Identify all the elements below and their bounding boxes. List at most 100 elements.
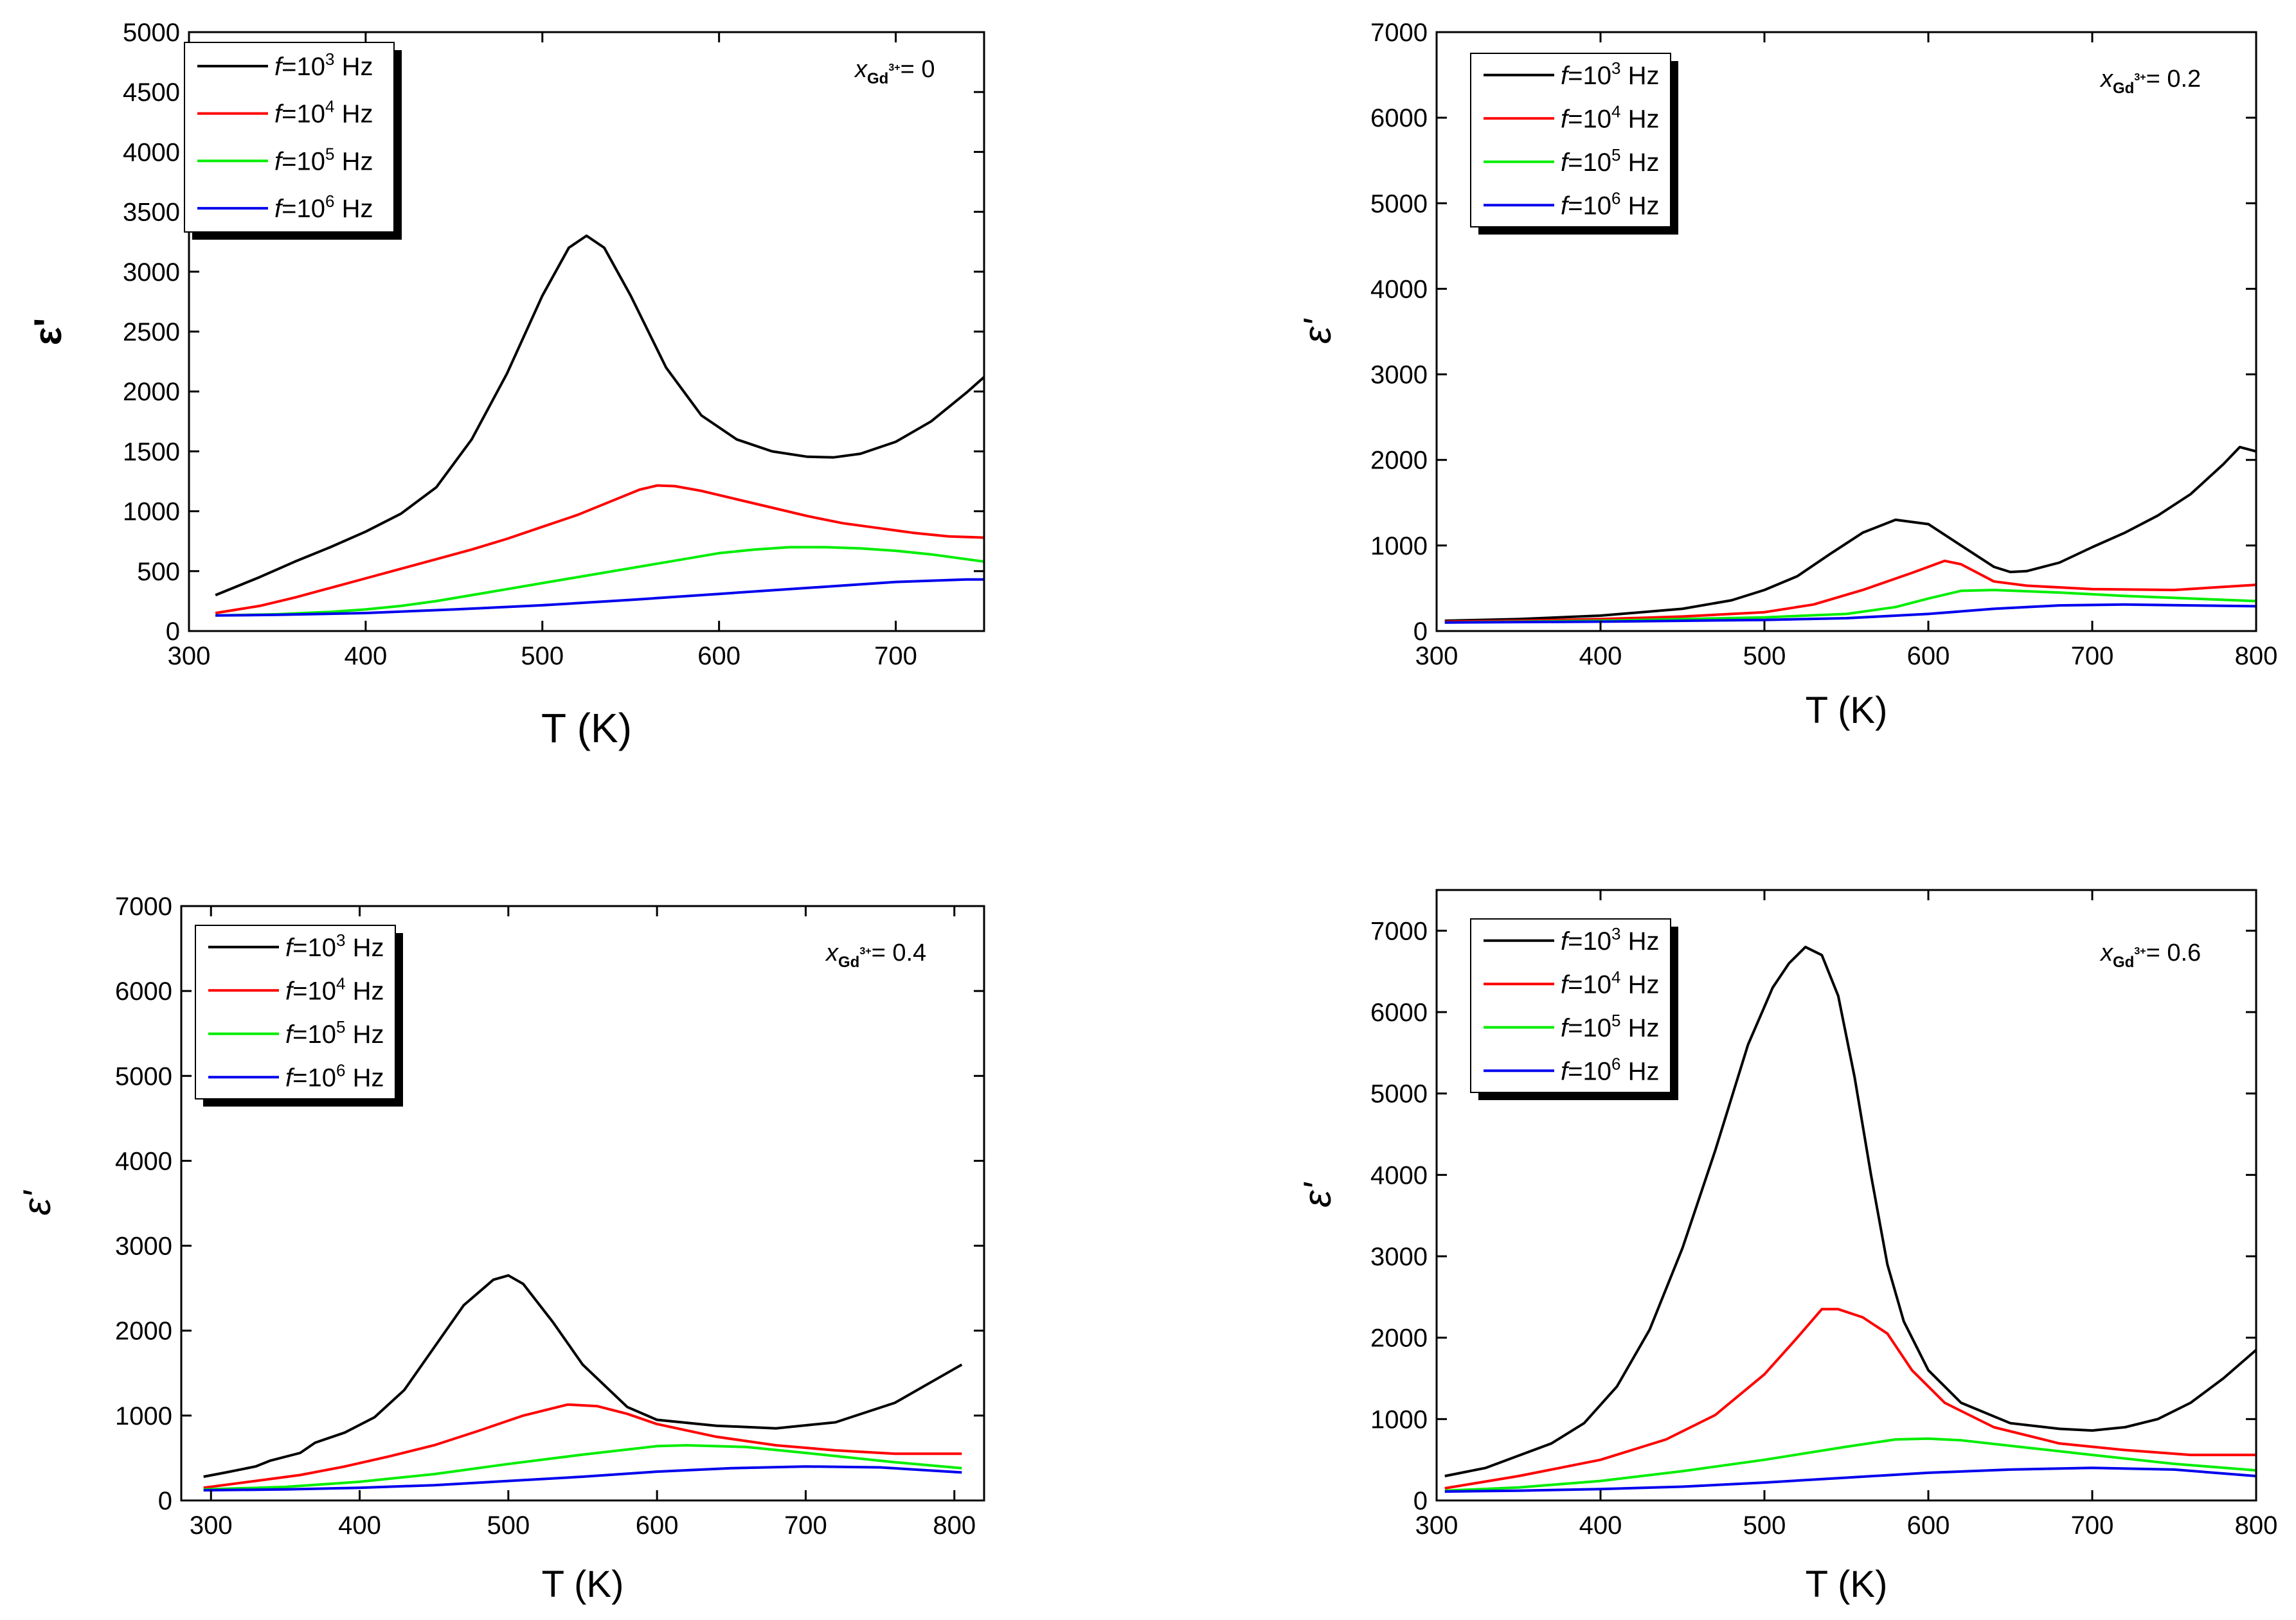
legend: f=103 Hz f=104 Hz f=105 Hz f=106 Hz [195,925,403,1107]
y-tick-label: 2000 [115,1317,172,1346]
y-tick-label: 4000 [123,138,180,166]
y-tick-label: 3500 [123,199,180,227]
series-line-1 [215,484,984,614]
series-line-3 [203,1465,962,1492]
x-axis-label: T (K) [1806,1563,1888,1605]
x-tick-label: 300 [1415,1511,1458,1540]
y-tick-label: 2000 [123,378,180,406]
y-tick-label: 1000 [1370,532,1428,560]
x-axis-label: T (K) [542,1563,624,1605]
series-line-2 [203,1444,962,1491]
series-line-2 [1444,589,2256,624]
legend-label-3: f=106 Hz [1561,1054,1659,1085]
x-tick-label: 600 [636,1511,679,1540]
legend: f=103 Hz f=104 Hz f=105 Hz f=106 Hz [184,42,402,240]
series-group [1444,445,2256,624]
series-group [1444,945,2256,1493]
y-tick-label: 5000 [1370,190,1428,218]
series-line-0 [1444,445,2256,622]
y-axis-label: ε' [15,1189,58,1215]
y-tick-label: 6000 [1370,999,1428,1027]
legend-label-1: f=104 Hz [285,974,384,1005]
legend-label-2: f=105 Hz [1561,145,1659,177]
chart-panel-c: 300 400 500 600 700 800 0 1000 2000 3000 4000 5000 6… [15,893,985,1605]
x-tick-label: 700 [784,1511,827,1540]
y-tick-label: 0 [1413,1487,1428,1515]
x-tick-label: 500 [487,1511,530,1540]
legend-label-3: f=106 Hz [274,191,373,223]
legend: f=103 Hz f=104 Hz f=105 Hz f=106 Hz [1470,918,1678,1100]
legend-label-1: f=104 Hz [1561,967,1659,999]
y-tick-label: 5000 [115,1062,172,1090]
y-tick-label: 5000 [1370,1080,1428,1108]
x-tick-label: 300 [190,1511,233,1540]
series-line-1 [203,1403,962,1490]
axes-frame [180,905,985,1502]
y-tick-label: 1000 [1370,1405,1428,1434]
series-line-1 [1444,1308,2256,1490]
x-tick-label: 800 [2235,1511,2278,1540]
legend-box [1470,53,1671,227]
x-axis-label: T (K) [1806,690,1888,731]
x-tick-label: 500 [521,642,564,670]
y-tick-label: 3000 [123,258,180,287]
x-tick-label: 400 [338,1511,381,1540]
sample-annotation: xGd3+= 0.4 [825,939,926,971]
series-line-2 [215,546,984,617]
legend-label-0: f=103 Hz [285,930,384,962]
axes-frame [1435,31,2257,632]
legend-label-2: f=105 Hz [285,1017,384,1049]
chart-panel-a: 300 400 500 600 700 0 500 1000 1500 2000 2500 3000 3… [26,19,985,751]
y-tick-label: 1000 [115,1402,172,1430]
series-line-0 [203,1274,963,1478]
y-axis-label: ε' [26,318,69,346]
series-line-3 [1444,1466,2256,1493]
x-tick-label: 400 [1579,642,1622,670]
legend-box [1470,918,1671,1093]
y-tick-label: 0 [166,618,180,646]
x-tick-label: 700 [2071,1511,2114,1540]
legend-label-0: f=103 Hz [274,49,373,81]
y-tick-label: 3000 [1370,361,1428,389]
legend-label-1: f=104 Hz [274,97,373,129]
x-tick-label: 800 [2235,642,2278,670]
y-tick-label: 1000 [123,498,180,526]
x-tick-label: 600 [1907,1511,1950,1540]
y-tick-label: 2000 [1370,447,1428,475]
series-line-0 [215,234,984,596]
series-line-2 [1444,1437,2256,1492]
x-tick-label: 800 [933,1511,976,1540]
x-tick-label: 500 [1743,1511,1786,1540]
series-group [203,1274,963,1492]
x-tick-label: 600 [1907,642,1950,670]
y-tick-label: 2000 [1370,1324,1428,1353]
legend-label-0: f=103 Hz [1561,924,1659,956]
y-tick-label: 6000 [115,977,172,1006]
y-tick-label: 7000 [1370,19,1428,47]
series-line-0 [1444,945,2256,1477]
y-tick-label: 500 [137,558,180,586]
legend-label-2: f=105 Hz [274,144,373,175]
y-axis-label: ε' [1296,318,1339,344]
y-tick-label: 7000 [115,893,172,921]
legend-box [195,925,396,1099]
y-tick-label: 5000 [123,19,180,47]
legend-label-1: f=104 Hz [1561,102,1659,133]
legend-box [184,42,395,233]
x-tick-label: 500 [1743,642,1786,670]
y-tick-label: 2500 [123,318,180,346]
y-tick-label: 1500 [123,438,180,466]
series-line-1 [1444,559,2256,623]
x-tick-label: 300 [168,642,211,670]
legend-label-2: f=105 Hz [1561,1011,1659,1042]
x-tick-label: 600 [697,642,740,670]
chart-panel-d: 300 400 500 600 700 800 0 1000 2000 3000 4000 5000 6… [1296,889,2278,1605]
y-axis-label: ε' [1296,1182,1339,1207]
x-tick-label: 400 [1579,1511,1622,1540]
y-tick-label: 7000 [1370,917,1428,945]
y-tick-label: 6000 [1370,104,1428,132]
y-tick-label: 4500 [123,78,180,107]
y-tick-label: 4000 [1370,1161,1428,1189]
x-tick-label: 700 [2071,642,2114,670]
chart-panel-b: 300 400 500 600 700 800 0 1000 2000 3000 4000 5000 6… [1296,19,2277,731]
